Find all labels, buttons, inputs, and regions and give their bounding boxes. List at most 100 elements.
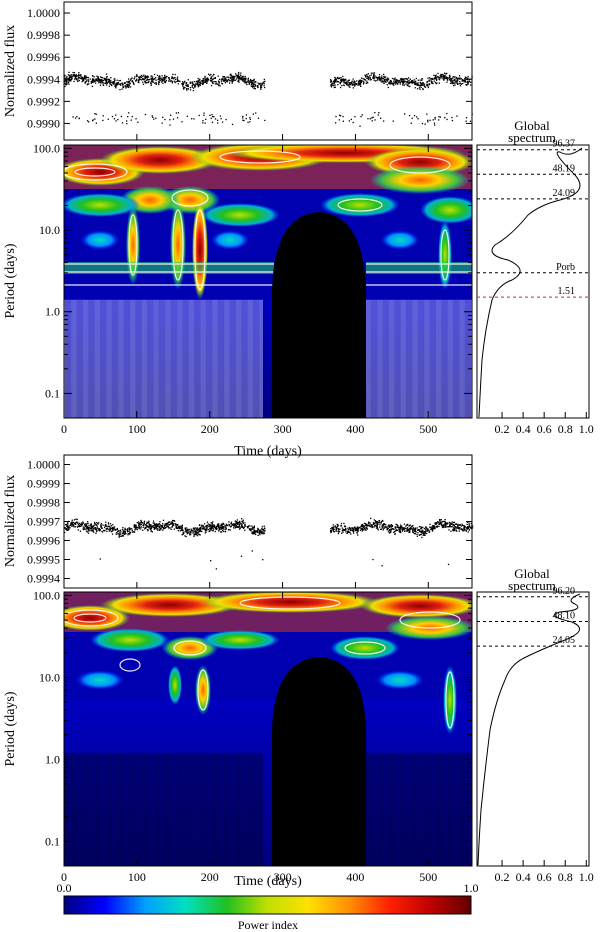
- flux-point: [187, 79, 189, 81]
- flux-point: [224, 79, 227, 81]
- flux-point: [198, 533, 200, 536]
- flux-point: [136, 522, 138, 524]
- flux-point: [241, 525, 243, 527]
- flux-point: [425, 528, 427, 530]
- flux-point: [333, 80, 335, 82]
- flux-point: [334, 84, 336, 86]
- flux-point: [106, 82, 108, 84]
- wavelet-ytick-label: 10.0: [39, 670, 60, 684]
- flux-point: [453, 528, 456, 530]
- flux-point: [402, 83, 404, 85]
- flux-point: [436, 522, 438, 525]
- flux-point: [256, 529, 258, 532]
- flux-point: [451, 78, 453, 80]
- flux-point: [180, 529, 182, 531]
- flux-point: [167, 80, 170, 82]
- flux-point: [450, 522, 452, 524]
- flux-point: [332, 527, 334, 530]
- flux-point: [88, 80, 90, 82]
- flux-point: [95, 78, 97, 80]
- flux-point: [142, 524, 144, 526]
- flux-point: [250, 79, 252, 81]
- flux-point: [423, 530, 425, 533]
- flux-point: [449, 76, 451, 78]
- flux-point: [142, 78, 144, 81]
- flux-point: [128, 83, 130, 85]
- flux-point: [142, 529, 144, 531]
- flux-point: [387, 527, 389, 529]
- flux-point: [209, 114, 211, 116]
- flux-point: [202, 525, 204, 527]
- flux-point: [166, 75, 168, 78]
- flux-point: [448, 525, 451, 527]
- flux-point: [67, 523, 69, 525]
- flux-point: [86, 80, 88, 82]
- flux-point: [126, 85, 128, 87]
- flux-point: [193, 529, 196, 531]
- flux-point: [361, 528, 363, 530]
- flux-point: [81, 76, 84, 78]
- flux-point: [228, 521, 230, 523]
- flux-point: [162, 519, 165, 521]
- flux-point: [370, 79, 372, 81]
- flux-point: [369, 75, 371, 77]
- flux-point: [150, 77, 152, 79]
- flux-point: [418, 84, 420, 87]
- global-spectrum-xtick-label: 0.6: [537, 422, 552, 436]
- flux-point: [406, 82, 408, 84]
- flux-point: [373, 74, 375, 76]
- flux-point: [157, 79, 159, 81]
- flux-point: [186, 530, 188, 532]
- flux-point: [147, 530, 149, 532]
- flux-point: [434, 124, 436, 126]
- flux-point: [175, 81, 177, 83]
- flux-point: [250, 528, 252, 530]
- flux-point: [214, 527, 217, 529]
- flux-point: [145, 524, 147, 526]
- flux-point: [456, 115, 458, 117]
- flux-point: [454, 80, 456, 82]
- flux-point: [244, 77, 247, 80]
- colorbar: 0.0 1.0 Power index: [57, 881, 479, 932]
- flux-point: [402, 527, 405, 529]
- flux-point: [330, 528, 332, 530]
- flux-point: [393, 78, 395, 80]
- flux-point: [173, 77, 175, 79]
- flux-point: [424, 123, 426, 125]
- flux-point: [422, 88, 424, 91]
- flux-point: [457, 80, 459, 82]
- flux-point: [341, 532, 343, 534]
- flux-point: [159, 526, 161, 528]
- flux-point: [126, 83, 128, 86]
- flux-point: [357, 527, 359, 529]
- wavelet-xtick-label: 300: [274, 870, 292, 884]
- flux-point: [87, 532, 90, 534]
- flux-point: [183, 532, 185, 534]
- flux-point: [110, 525, 112, 527]
- flux-point: [150, 84, 152, 86]
- flux-point: [383, 120, 385, 122]
- flux-point: [101, 80, 103, 82]
- flux-point: [233, 77, 235, 79]
- flux-point: [413, 528, 415, 531]
- flux-point: [172, 523, 174, 525]
- flux-point: [409, 81, 411, 83]
- flux-point: [348, 83, 350, 86]
- flux-point: [109, 523, 112, 525]
- flux-point: [242, 119, 244, 121]
- flux-point: [253, 530, 255, 532]
- flux-point: [212, 530, 214, 532]
- flux-point: [187, 84, 189, 86]
- flux-point: [236, 523, 239, 525]
- flux-point: [123, 531, 125, 533]
- flux-point: [245, 114, 248, 116]
- flux-point: [420, 528, 422, 530]
- flux-point: [121, 88, 123, 90]
- flux-point: [365, 524, 367, 527]
- flux-point: [128, 86, 130, 89]
- flux-point: [228, 523, 230, 525]
- flux-point: [88, 530, 90, 532]
- flux-point: [162, 527, 164, 529]
- flux-point: [121, 528, 124, 531]
- flux-point: [252, 84, 254, 86]
